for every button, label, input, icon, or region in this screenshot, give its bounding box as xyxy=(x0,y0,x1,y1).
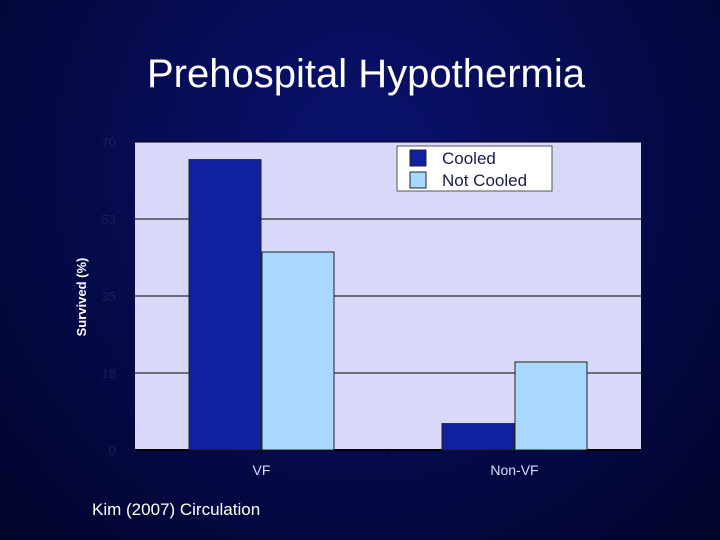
legend: Cooled Not Cooled xyxy=(396,145,553,192)
legend-label-cooled: Cooled xyxy=(442,149,496,168)
bar-non-vf-cooled xyxy=(441,423,515,451)
legend-label-not-cooled: Not Cooled xyxy=(442,171,527,190)
y-tick-label: 0 xyxy=(109,443,116,458)
source-citation: Kim (2007) Circulation xyxy=(92,500,261,519)
y-tick-label: 35 xyxy=(102,289,116,304)
bar-vf-cooled xyxy=(188,159,262,451)
y-tick-label: 18 xyxy=(102,366,116,381)
x-category-label: Non-VF xyxy=(490,462,538,478)
bar-non-vf-not-cooled xyxy=(514,361,588,451)
y-tick-label: 53 xyxy=(102,212,116,227)
y-tick-label: 70 xyxy=(102,135,116,150)
x-category-label: VF xyxy=(253,462,271,478)
bar-vf-not-cooled xyxy=(261,251,335,451)
page-title: Prehospital Hypothermia xyxy=(147,52,585,96)
y-axis-label: Survived (%) xyxy=(74,258,89,337)
legend-swatch-not-cooled xyxy=(409,171,427,189)
legend-swatch-cooled xyxy=(409,149,427,167)
